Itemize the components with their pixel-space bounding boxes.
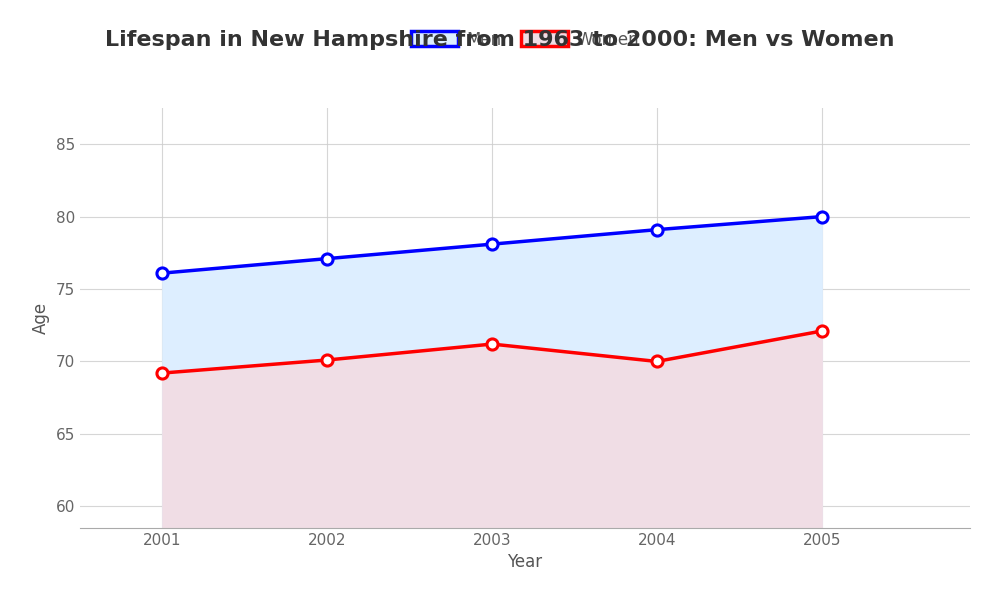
X-axis label: Year: Year (507, 553, 543, 571)
Legend: Men, Women: Men, Women (404, 24, 646, 55)
Text: Lifespan in New Hampshire from 1963 to 2000: Men vs Women: Lifespan in New Hampshire from 1963 to 2… (105, 30, 895, 50)
Y-axis label: Age: Age (32, 302, 50, 334)
